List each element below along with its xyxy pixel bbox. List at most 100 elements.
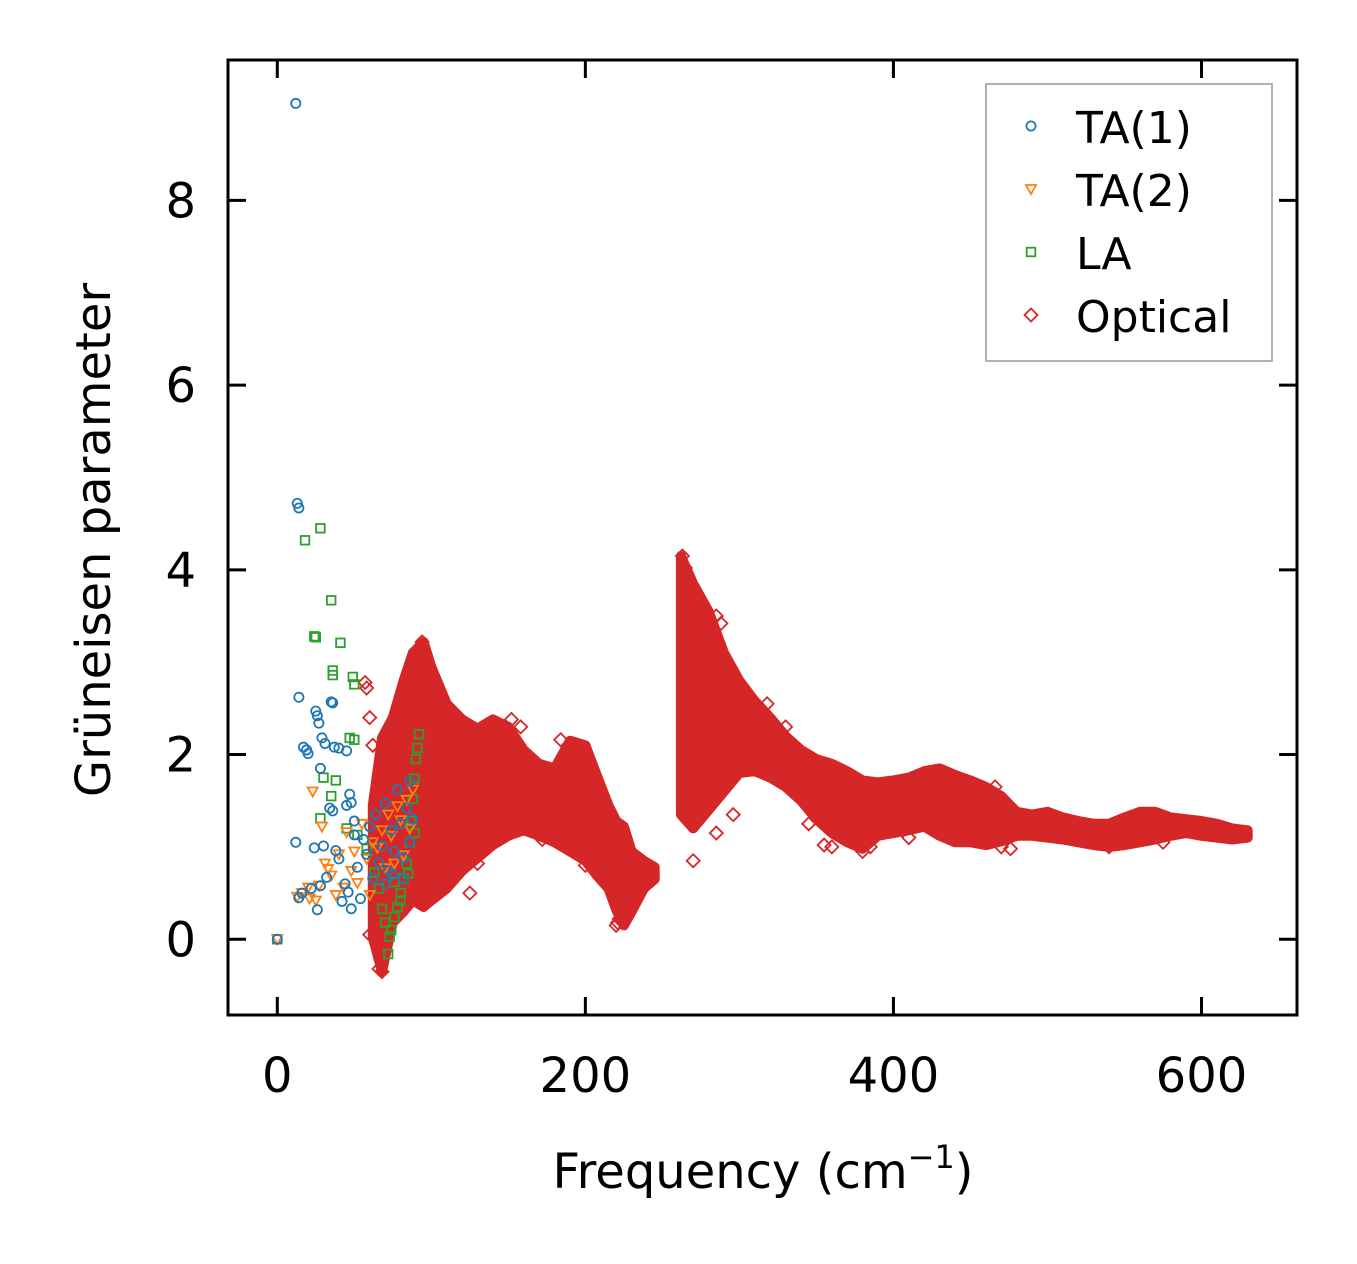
optical-point (423, 668, 440, 684)
legend-label-ta1: TA(1) (1075, 103, 1192, 154)
x-axis-label-end: ) (955, 1144, 974, 1200)
y-tick-label: 8 (165, 173, 196, 229)
optical-point (1155, 834, 1171, 851)
optical-point (611, 911, 628, 927)
la-point (410, 753, 422, 765)
tick-labels: 0 200 400 600 0 2 4 6 8 (165, 173, 1247, 1104)
ta1-point (341, 799, 353, 811)
ta1-point (398, 852, 410, 864)
ta1-point (358, 834, 370, 846)
ta1-point (311, 710, 323, 722)
optical-point (361, 709, 378, 726)
la-point (326, 790, 337, 802)
x-axis-label-superscript: −1 (908, 1138, 955, 1176)
ta2-point (347, 846, 361, 859)
ta1-point (404, 775, 416, 787)
y-tick-label: 2 (165, 728, 196, 784)
optical-point (534, 831, 551, 848)
ta1-point (354, 893, 366, 905)
optical-point (374, 963, 390, 980)
ta1-point (313, 717, 325, 729)
legend-marker (1023, 307, 1039, 323)
ta2-point (400, 794, 414, 807)
ta1-point (351, 861, 363, 873)
legend-label-ta2: TA(2) (1075, 166, 1192, 217)
la-point (335, 637, 346, 648)
ta1-point (385, 824, 397, 836)
x-tick-label: 400 (848, 1048, 940, 1104)
la-point (384, 931, 395, 942)
optical-point (417, 663, 433, 680)
axis-ticks (228, 60, 1297, 1015)
optical-point (727, 683, 743, 700)
ta2-point (321, 864, 335, 876)
la-point (386, 924, 397, 936)
ta1-point (387, 869, 399, 881)
ta1-point (321, 871, 333, 883)
la-point (318, 772, 329, 783)
ta1-point (373, 857, 385, 869)
optical-point (777, 719, 794, 735)
la-point (392, 901, 403, 913)
la-point (327, 669, 338, 681)
optical-point (365, 737, 381, 754)
ta1-point (296, 887, 308, 899)
x-axis-label-main: Frequency (cm (552, 1144, 907, 1200)
y-tick-label: 6 (165, 358, 196, 414)
ta1-point (311, 904, 323, 916)
ta2-point (375, 825, 389, 838)
ta1-point (314, 880, 326, 892)
optical-point (1002, 840, 1019, 857)
la-point (412, 742, 423, 754)
optical-point (677, 560, 694, 576)
ta1-point (336, 895, 348, 907)
optical-point (361, 926, 378, 943)
series-ta1 (271, 97, 419, 945)
ta1-point (391, 784, 403, 796)
ta1-point (388, 846, 400, 858)
la-point (401, 858, 412, 869)
x-tick-label: 600 (1156, 1048, 1248, 1104)
ta1-point (310, 705, 322, 717)
ta2-point (350, 878, 364, 890)
ta2-point (301, 882, 315, 895)
ta2-point (329, 890, 343, 902)
ta1-point (316, 732, 328, 744)
la-point (326, 595, 337, 606)
legend-marker (1024, 184, 1038, 196)
optical-point (577, 857, 594, 874)
la-point (349, 734, 360, 745)
optical-point (1124, 831, 1140, 848)
optical-point (716, 769, 732, 786)
optical-point (725, 806, 742, 823)
la-point (413, 729, 425, 740)
la-point (389, 911, 400, 923)
x-tick-label: 0 (262, 1048, 293, 1104)
optical-point (987, 779, 1003, 795)
ta2-point (360, 854, 374, 866)
ta1-point (319, 737, 331, 749)
ta1-point (379, 797, 391, 809)
la-point (395, 895, 406, 906)
ta1-point (398, 873, 410, 885)
optical-point (503, 711, 520, 728)
ta2-point (318, 858, 332, 871)
ta1-point (293, 502, 305, 514)
optical-band-low (367, 636, 660, 977)
la-point (347, 671, 358, 683)
y-tick-label: 4 (165, 543, 196, 599)
ta1-point (345, 903, 357, 915)
la-point (310, 632, 321, 643)
optical-point (371, 961, 387, 977)
la-point (395, 887, 406, 899)
ta2-point (324, 870, 338, 883)
ta1-point (271, 933, 283, 945)
ta1-point (348, 829, 360, 841)
optical-point (824, 839, 840, 855)
ta1-point (328, 741, 340, 753)
optical-point (901, 829, 917, 846)
ta1-point (367, 872, 379, 884)
optical-point (512, 719, 529, 735)
ta2-point (344, 866, 358, 878)
ta1-point (327, 805, 339, 817)
